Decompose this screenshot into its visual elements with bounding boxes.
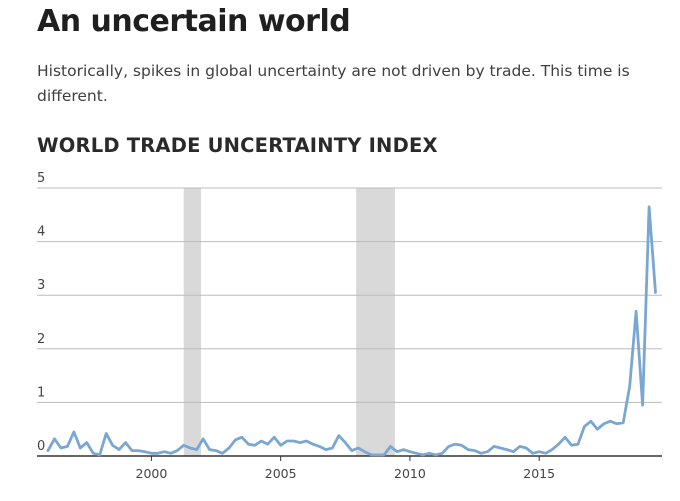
y-tick-label-5: 5 (37, 171, 45, 186)
shaded-period-1 (183, 188, 202, 456)
x-tick-label-2005: 2005 (265, 466, 297, 481)
y-tick-label-3: 3 (37, 278, 45, 293)
recession-bands (183, 188, 395, 456)
uncertainty-index-line (46, 205, 657, 457)
x-axis-ticks: 2000 2005 2010 2015 (136, 456, 555, 481)
x-tick-label-2015: 2015 (523, 466, 555, 481)
y-tick-label-4: 4 (37, 225, 45, 240)
x-tick-label-2000: 2000 (136, 466, 168, 481)
page-title: An uncertain world (37, 4, 351, 39)
page-subtitle: Historically, spikes in global uncertain… (37, 62, 630, 105)
gridlines (37, 187, 662, 403)
y-axis-ticks: 0 1 2 3 4 5 (37, 171, 45, 454)
line-chart: 0 1 2 3 4 5 2000 2005 2010 2015 (37, 171, 662, 481)
y-tick-label-2: 2 (37, 332, 45, 347)
y-tick-label-0: 0 (37, 439, 45, 454)
shaded-period-2 (356, 188, 395, 456)
y-tick-label-1: 1 (37, 385, 45, 400)
x-tick-label-2010: 2010 (394, 466, 426, 481)
chart-title: WORLD TRADE UNCERTAINTY INDEX (37, 134, 438, 157)
